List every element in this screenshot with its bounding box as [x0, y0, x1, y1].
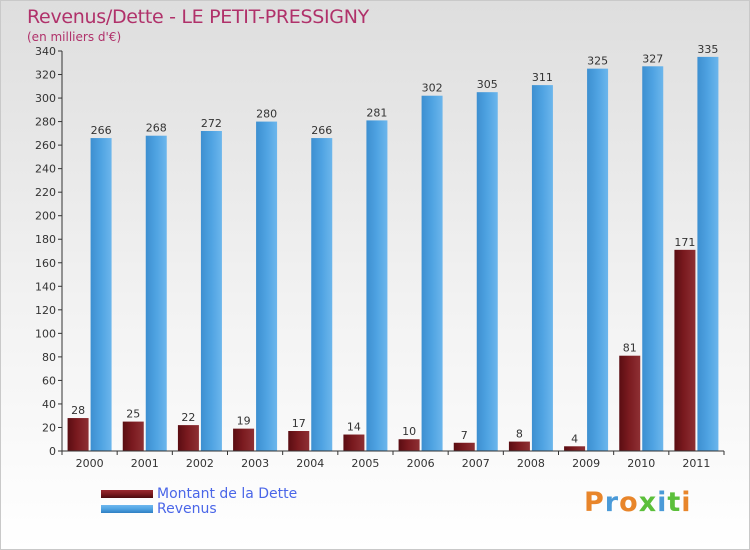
- y-tick-label: 120: [35, 304, 56, 317]
- data-label-revenue: 272: [201, 117, 222, 130]
- legend-swatch-revenue: [101, 504, 153, 513]
- data-label-revenue: 268: [146, 122, 167, 135]
- y-tick-label: 0: [49, 445, 56, 458]
- bar-debt: [674, 249, 696, 451]
- x-tick-label: 2004: [296, 457, 324, 470]
- x-tick-label: 2008: [517, 457, 545, 470]
- bar-revenue: [421, 95, 443, 452]
- y-tick-label: 260: [35, 139, 56, 152]
- data-label-debt: 17: [292, 417, 306, 430]
- y-tick-label: 280: [35, 116, 56, 129]
- logo-letter: o: [619, 487, 639, 518]
- y-tick-label: 220: [35, 186, 56, 199]
- y-tick-label: 300: [35, 92, 56, 105]
- data-label-debt: 28: [71, 404, 85, 417]
- legend-item-revenue: Revenus: [101, 500, 297, 517]
- y-tick-label: 320: [35, 69, 56, 82]
- logo-letter: r: [604, 487, 620, 518]
- logo-letter: i: [657, 487, 668, 518]
- logo-letter: P: [584, 487, 605, 518]
- legend-swatch-debt: [101, 489, 153, 498]
- data-label-debt: 171: [674, 236, 695, 249]
- y-tick-label: 60: [42, 374, 56, 387]
- bar-revenue: [200, 131, 222, 451]
- data-label-debt: 22: [181, 411, 195, 424]
- y-tick-label: 20: [42, 421, 56, 434]
- bar-debt: [343, 434, 365, 451]
- bar-debt: [233, 428, 255, 451]
- bar-revenue: [256, 121, 278, 452]
- x-tick-label: 2001: [131, 457, 159, 470]
- bar-revenue: [642, 66, 664, 451]
- data-label-debt: 25: [126, 408, 140, 421]
- data-label-debt: 4: [571, 432, 578, 445]
- y-tick-label: 340: [35, 45, 56, 58]
- bar-revenue: [311, 138, 333, 451]
- bar-debt: [453, 442, 475, 451]
- logo-letter: i: [681, 487, 692, 518]
- legend-label-revenue: Revenus: [157, 500, 217, 517]
- bar-debt: [67, 418, 89, 451]
- data-label-revenue: 281: [366, 106, 387, 119]
- data-label-debt: 14: [347, 421, 361, 434]
- y-tick-label: 40: [42, 398, 56, 411]
- bar-debt: [398, 439, 420, 451]
- data-label-debt: 19: [237, 415, 251, 428]
- bar-revenue: [90, 138, 112, 451]
- y-tick-label: 80: [42, 351, 56, 364]
- x-tick-label: 2002: [186, 457, 214, 470]
- x-tick-label: 2003: [241, 457, 269, 470]
- x-tick-label: 2007: [462, 457, 490, 470]
- logo-letter: x: [638, 487, 658, 518]
- data-label-debt: 8: [516, 428, 523, 441]
- proxiti-logo: Proxiti: [584, 487, 692, 518]
- data-label-revenue: 305: [477, 78, 498, 91]
- legend-label-debt: Montant de la Dette: [157, 485, 298, 502]
- y-tick-label: 180: [35, 233, 56, 246]
- bar-revenue: [366, 120, 388, 451]
- bar-revenue: [476, 92, 498, 452]
- x-tick-label: 2010: [627, 457, 655, 470]
- y-tick-label: 100: [35, 327, 56, 340]
- bar-revenue: [531, 85, 553, 451]
- x-tick-label: 2009: [572, 457, 600, 470]
- bar-revenue: [587, 68, 609, 451]
- bar-debt: [122, 421, 144, 451]
- chart-subtitle: (en milliers d'€): [27, 30, 122, 44]
- chart-title: Revenus/Dette - LE PETIT-PRESSIGNY: [27, 6, 369, 28]
- x-tick-label: 2011: [682, 457, 710, 470]
- bar-debt: [619, 355, 641, 451]
- y-tick-label: 160: [35, 257, 56, 270]
- logo-letter: t: [667, 487, 682, 518]
- y-tick-label: 140: [35, 280, 56, 293]
- x-tick-label: 2000: [76, 457, 104, 470]
- y-tick-label: 240: [35, 163, 56, 176]
- data-label-revenue: 335: [697, 43, 718, 56]
- y-tick-label: 200: [35, 210, 56, 223]
- bar-revenue: [697, 56, 719, 451]
- data-label-revenue: 311: [532, 71, 553, 84]
- data-label-revenue: 266: [91, 124, 112, 137]
- data-label-debt: 81: [623, 342, 637, 355]
- data-label-revenue: 302: [422, 82, 443, 95]
- bar-debt: [508, 441, 530, 451]
- legend: Montant de la Dette Revenus: [101, 485, 298, 517]
- bar-debt: [177, 425, 199, 451]
- data-label-revenue: 266: [311, 124, 332, 137]
- data-label-debt: 7: [461, 429, 468, 442]
- data-label-debt: 10: [402, 425, 416, 438]
- data-label-revenue: 327: [642, 52, 663, 65]
- data-label-revenue: 325: [587, 55, 608, 68]
- data-label-revenue: 280: [256, 108, 277, 121]
- x-tick-label: 2006: [407, 457, 435, 470]
- bar-revenue: [145, 135, 167, 452]
- bar-debt: [564, 446, 586, 451]
- x-tick-label: 2005: [351, 457, 379, 470]
- legend-item-debt: Montant de la Dette: [101, 485, 298, 502]
- bar-debt: [288, 431, 310, 451]
